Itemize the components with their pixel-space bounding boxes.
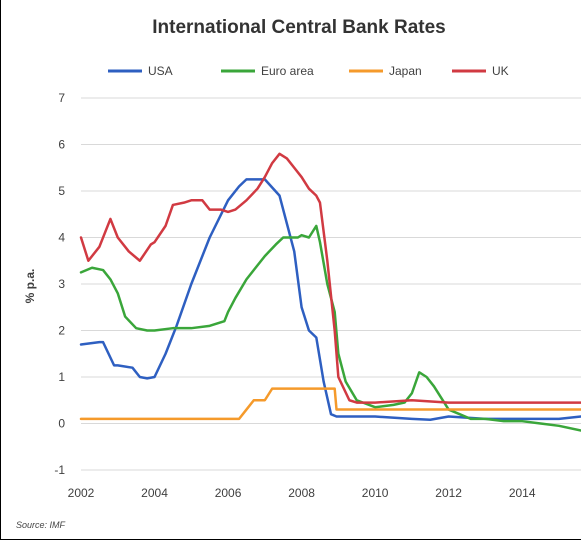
y-axis-ticks: -1 0 1 2 3 4 5 6 7 [54, 91, 65, 477]
y-tick-label: 5 [58, 184, 65, 198]
source-note: Source: IMF [16, 520, 66, 530]
series-line-euro-area [79, 224, 581, 432]
series-line-uk [79, 152, 581, 404]
y-tick-label: 2 [58, 324, 65, 338]
x-tick-label: 2014 [509, 486, 536, 500]
series-line-japan [79, 387, 581, 421]
x-tick-label: 2010 [362, 486, 389, 500]
y-tick-label: 0 [58, 417, 65, 431]
x-tick-label: 2006 [215, 486, 242, 500]
legend-label-japan: Japan [389, 64, 422, 78]
x-tick-label: 2002 [68, 486, 95, 500]
legend-label-usa: USA [148, 64, 173, 78]
y-tick-label: 4 [58, 231, 65, 245]
y-tick-label: 3 [58, 277, 65, 291]
series-lines [79, 152, 581, 432]
x-tick-label: 2012 [435, 486, 462, 500]
y-tick-label: 6 [58, 138, 65, 152]
y-tick-label: -1 [54, 463, 65, 477]
chart-legend: USA Euro area Japan UK [108, 64, 509, 78]
x-axis-ticks: 2002 2004 2006 2008 2010 2012 2014 [68, 486, 536, 500]
legend-label-euro-area: Euro area [261, 64, 314, 78]
y-tick-label: 1 [58, 370, 65, 384]
series-line-usa [79, 178, 581, 422]
x-tick-label: 2008 [288, 486, 315, 500]
y-axis-label: % p.a. [23, 269, 37, 304]
chart-title: International Central Bank Rates [152, 17, 446, 38]
y-tick-label: 7 [58, 91, 65, 105]
legend-label-uk: UK [492, 64, 509, 78]
x-tick-label: 2004 [141, 486, 168, 500]
